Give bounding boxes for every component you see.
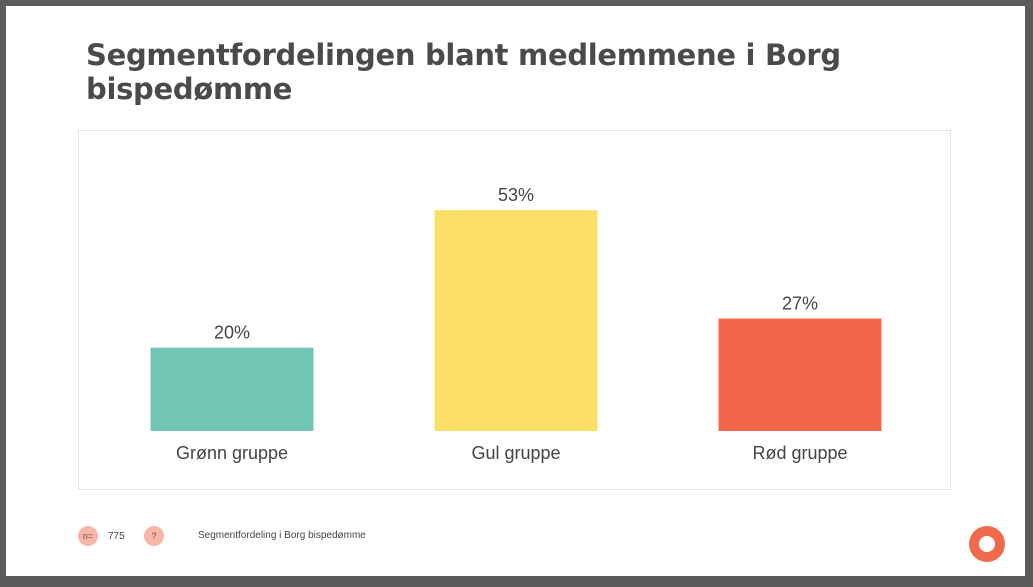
category-label-1: Grønn gruppe — [176, 443, 288, 463]
data-label-3: 27% — [782, 294, 818, 314]
bar-2 — [434, 210, 598, 431]
circle-ring-logo-icon — [969, 526, 1005, 562]
chart-frame: 20% Grønn gruppe 53% Gul gruppe 27% Rød grupp… — [78, 130, 951, 490]
footer-caption: Segmentfordeling i Borg bispedømme — [198, 530, 366, 541]
bar-3 — [718, 318, 882, 431]
data-label-1: 20% — [214, 323, 250, 343]
help-icon[interactable]: ? — [144, 526, 164, 546]
bar-1 — [150, 347, 314, 431]
n-badge: n= — [78, 526, 98, 546]
category-label-3: Rød gruppe — [752, 443, 847, 463]
category-label-2: Gul gruppe — [471, 443, 560, 463]
bar-chart: 20% Grønn gruppe 53% Gul gruppe 27% Rød grupp… — [150, 185, 882, 463]
slide: Segmentfordelingen blant medlemmene i Bo… — [6, 6, 1025, 576]
data-label-2: 53% — [498, 185, 534, 205]
n-value: 775 — [108, 531, 125, 542]
page-title: Segmentfordelingen blant medlemmene i Bo… — [86, 38, 841, 106]
